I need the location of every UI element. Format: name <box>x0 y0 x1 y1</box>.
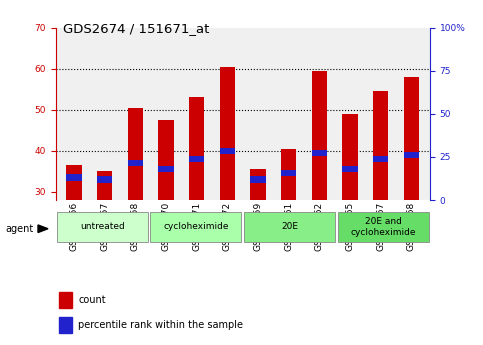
Bar <box>342 114 358 200</box>
Text: GDS2674 / 151671_at: GDS2674 / 151671_at <box>63 22 209 36</box>
Text: percentile rank within the sample: percentile rank within the sample <box>78 320 243 330</box>
Polygon shape <box>38 225 48 233</box>
Bar <box>158 166 174 172</box>
Bar <box>312 150 327 156</box>
Bar <box>220 67 235 200</box>
Text: untreated: untreated <box>80 222 125 231</box>
Bar <box>59 292 72 308</box>
Bar <box>338 212 428 241</box>
Bar <box>404 77 419 200</box>
Bar <box>244 212 335 241</box>
Bar <box>281 170 297 177</box>
Bar <box>66 165 82 200</box>
Bar <box>281 149 297 200</box>
Bar <box>97 177 113 183</box>
Bar <box>128 160 143 166</box>
Bar <box>404 152 419 158</box>
Bar <box>342 166 358 172</box>
Text: agent: agent <box>6 224 34 234</box>
Bar <box>250 169 266 200</box>
Bar <box>312 71 327 200</box>
Bar <box>57 212 148 241</box>
Bar <box>373 91 388 200</box>
Text: 20E: 20E <box>281 222 298 231</box>
Bar <box>189 156 204 162</box>
Text: 20E and
cycloheximide: 20E and cycloheximide <box>350 217 416 237</box>
Bar <box>189 97 204 200</box>
Bar <box>250 177 266 183</box>
Bar <box>128 108 143 200</box>
Text: cycloheximide: cycloheximide <box>163 222 228 231</box>
Bar <box>97 171 113 200</box>
Bar <box>150 212 242 241</box>
Text: count: count <box>78 295 106 305</box>
Bar <box>158 120 174 200</box>
Bar <box>373 156 388 162</box>
Bar <box>59 317 72 333</box>
Bar <box>66 175 82 180</box>
Bar <box>220 148 235 154</box>
